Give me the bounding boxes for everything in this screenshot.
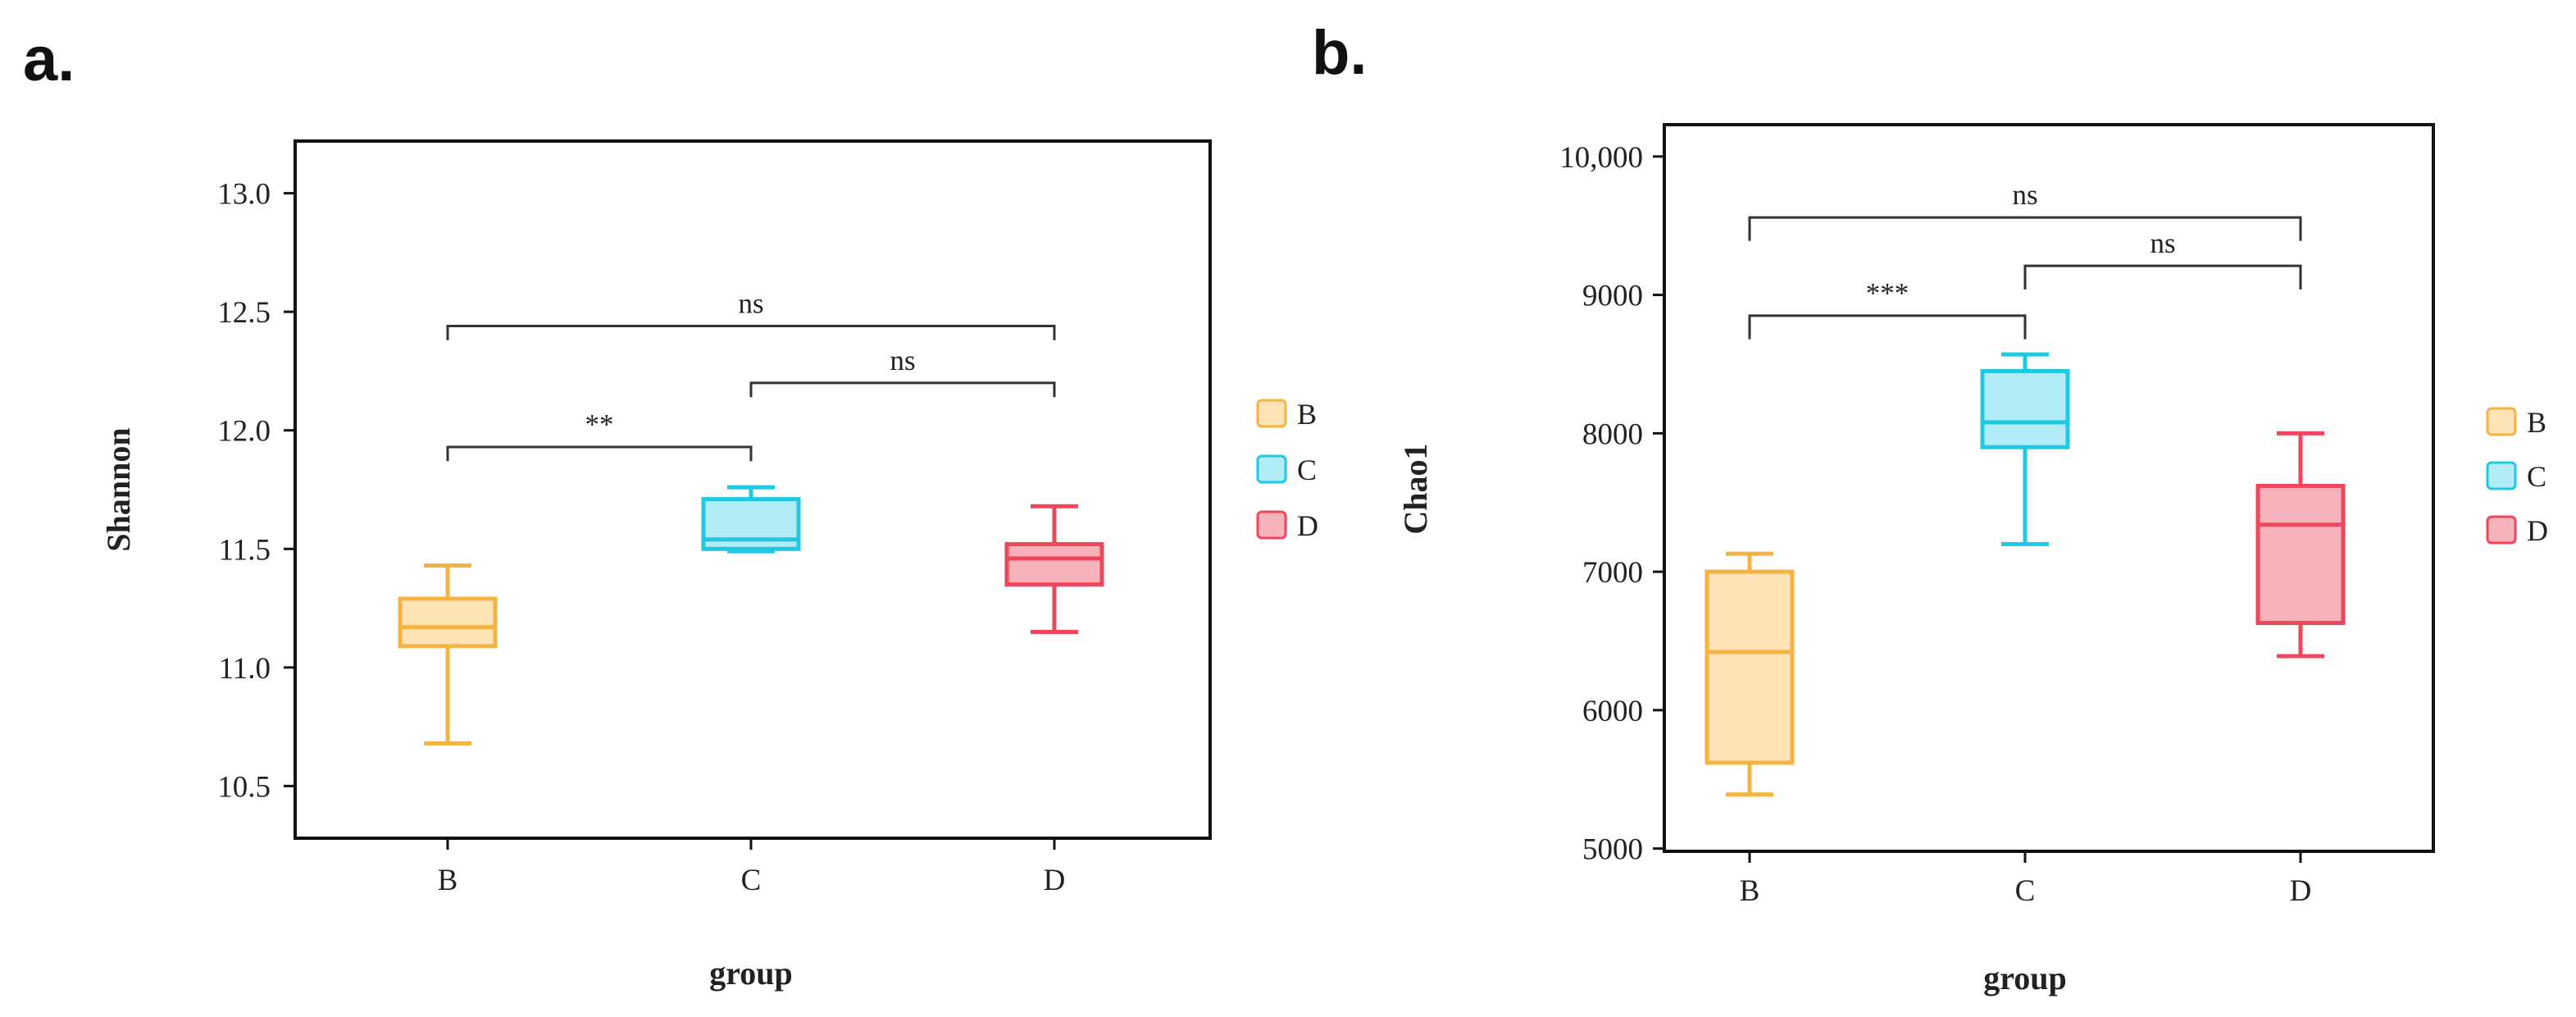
x-tick-label: C (2015, 874, 2036, 908)
x-tick-label: B (438, 864, 458, 897)
y-tick-label: 5000 (1582, 833, 1643, 867)
significance-bracket: *** (1748, 277, 2027, 340)
x-tick-label: C (741, 864, 762, 897)
plot-frame (1663, 123, 2435, 853)
significance-bracket: ns (1748, 179, 2302, 241)
legend-label: C (2527, 460, 2546, 493)
y-tick-label: 10,000 (1559, 141, 1643, 175)
box-iqr (1004, 541, 1104, 587)
legend-label: B (1297, 398, 1317, 431)
significance-bracket: ** (446, 408, 753, 462)
y-tick-label: 11.5 (219, 533, 271, 567)
panel-label: b. (1312, 18, 1368, 88)
box-d (1004, 504, 1104, 634)
legend-swatch (2486, 407, 2517, 436)
legend-item-b: B (2486, 406, 2546, 439)
box-iqr (2255, 483, 2346, 626)
legend-item-b: B (1256, 398, 1317, 431)
box-b (398, 563, 498, 746)
legend-label: D (2527, 514, 2548, 547)
y-tick-label: 7000 (1582, 556, 1643, 590)
y-tick-label: 12.5 (217, 296, 271, 330)
legend-swatch (1256, 399, 1287, 428)
y-tick-label: 11.0 (219, 652, 271, 686)
x-tick-label: B (1740, 874, 1760, 908)
bracket-line (446, 445, 753, 462)
significance-label: ns (890, 344, 915, 376)
legend-item-c: C (2486, 460, 2546, 493)
significance-label: ** (585, 408, 614, 440)
significance-bracket: ns (2023, 227, 2302, 290)
legend-swatch (2486, 515, 2517, 545)
box-iqr (1704, 569, 1795, 765)
legend: BCD (2486, 406, 2548, 547)
legend-item-c: C (1256, 454, 1317, 486)
legend-swatch (2486, 461, 2517, 490)
x-axis-title: group (709, 955, 793, 992)
y-tick-label: 8000 (1582, 417, 1643, 451)
y-tick-label: 12.0 (217, 415, 271, 449)
y-tick-label: 13.0 (217, 178, 271, 212)
significance-label: ns (738, 288, 763, 320)
box-c (1980, 352, 2070, 546)
significance-label: ns (2012, 179, 2037, 211)
legend-label: D (1297, 509, 1318, 542)
bracket-line (1748, 216, 2302, 241)
y-tick-label: 10.5 (217, 770, 271, 804)
y-tick-label: 9000 (1582, 280, 1643, 313)
legend-label: C (1297, 454, 1317, 486)
legend-label: B (2527, 406, 2546, 439)
panel-label: a. (23, 25, 75, 94)
significance-label: *** (1866, 277, 1909, 309)
x-tick-label: D (2290, 874, 2312, 908)
box-c (701, 485, 801, 554)
plot-frame (294, 139, 1212, 840)
bracket-line (1748, 314, 2027, 340)
legend-item-d: D (2486, 514, 2548, 547)
box-iqr (1980, 368, 2070, 449)
bracket-line (749, 381, 1056, 398)
legend-item-d: D (1256, 509, 1318, 542)
significance-bracket: ns (446, 288, 1056, 340)
y-axis-title: Shannon (100, 427, 137, 551)
y-axis-title: Chao1 (1397, 443, 1434, 534)
legend-swatch (1256, 510, 1287, 540)
chart-a-shannon: a.10.511.011.512.012.513.0B C DgroupShanno… (23, 25, 1318, 992)
legend-swatch (1256, 454, 1287, 484)
box-b (1704, 551, 1795, 797)
x-tick-label: D (1044, 864, 1066, 897)
legend: BCD (1256, 398, 1318, 542)
significance-label: ns (2150, 227, 2175, 259)
box-iqr (398, 596, 498, 649)
significance-bracket: ns (749, 344, 1056, 398)
box-d (2255, 431, 2346, 659)
y-tick-label: 6000 (1582, 695, 1643, 728)
bracket-line (2023, 264, 2302, 290)
x-axis-title: group (1983, 960, 2067, 996)
bracket-line (446, 325, 1056, 340)
